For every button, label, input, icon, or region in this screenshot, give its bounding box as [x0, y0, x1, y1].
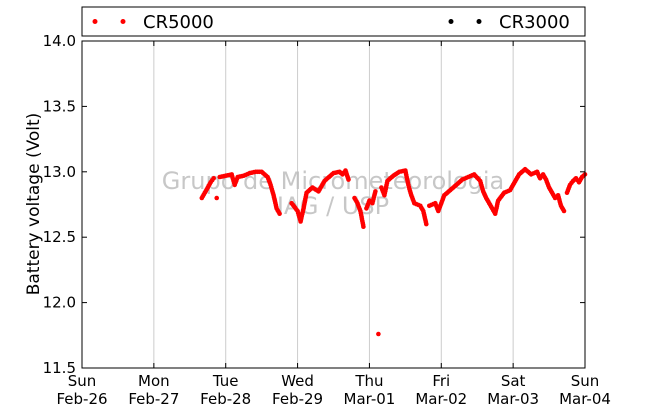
- legend-marker-cr3000-a: [448, 19, 454, 24]
- legend-marker-cr5000-a: [92, 19, 98, 24]
- data-point: [214, 195, 219, 201]
- x-tick-label-date: Feb-29: [272, 390, 323, 408]
- x-tick-label-day: Tue: [212, 372, 239, 390]
- y-tick-label: 12.0: [43, 294, 76, 312]
- data-point: [561, 208, 567, 214]
- data-point: [424, 221, 429, 227]
- plot-area: [82, 41, 585, 368]
- x-tick-label-day: Sun: [571, 372, 600, 390]
- legend-label-cr3000: CR3000: [499, 12, 570, 33]
- legend-label-cr5000: CR5000: [143, 12, 214, 33]
- plot-frame: [81, 40, 586, 369]
- y-axis-label: Battery voltage (Volt): [24, 113, 44, 296]
- x-tick-label-date: Mar-04: [559, 390, 611, 408]
- x-tick-label-day: Sun: [68, 372, 97, 390]
- axis-ticks: [81, 40, 586, 369]
- legend: CR5000 CR3000: [81, 6, 586, 37]
- x-tick-label-date: Mar-01: [344, 390, 396, 408]
- y-tick-label: 14.0: [43, 32, 76, 50]
- x-tick-label-day: Thu: [354, 372, 383, 390]
- legend-frame: [81, 6, 586, 37]
- x-tick-label-day: Mon: [138, 372, 170, 390]
- x-tick-label-date: Mar-03: [487, 390, 539, 408]
- y-tick-label: 13.5: [43, 97, 76, 115]
- data-point: [277, 211, 282, 216]
- x-tick-label-day: Wed: [281, 372, 314, 390]
- data-point: [376, 331, 381, 337]
- data-point: [346, 177, 351, 182]
- data-point: [373, 189, 378, 194]
- y-tick-label: 13.0: [43, 163, 76, 181]
- data-point: [361, 224, 366, 229]
- x-tick-label-date: Feb-28: [200, 390, 251, 408]
- data-point: [211, 176, 216, 181]
- data-points: [199, 166, 588, 337]
- legend-marker-cr5000-b: [120, 19, 126, 24]
- y-tick-labels: 11.5 12.0 12.5 13.0 13.5 14.0: [43, 32, 76, 377]
- x-tick-label-day: Fri: [432, 372, 450, 390]
- y-tick-label: 12.5: [43, 228, 76, 246]
- x-tick-labels: SunFeb-26MonFeb-27TueFeb-28WedFeb-29ThuM…: [56, 372, 610, 408]
- x-tick-label-day: Sat: [501, 372, 526, 390]
- x-tick-label-date: Mar-02: [415, 390, 467, 408]
- y-tick-label: 11.5: [43, 359, 76, 377]
- x-tick-label-date: Feb-26: [56, 390, 107, 408]
- legend-marker-cr3000-b: [476, 19, 482, 24]
- x-tick-label-date: Feb-27: [128, 390, 179, 408]
